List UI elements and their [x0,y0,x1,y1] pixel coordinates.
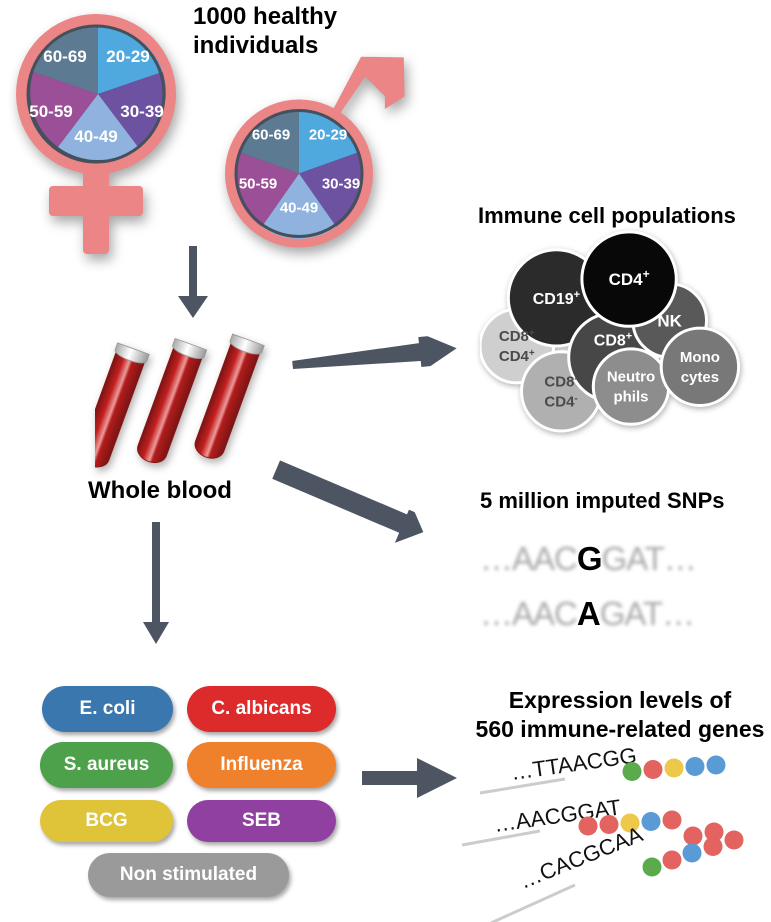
svg-text:60-69: 60-69 [252,127,290,144]
svg-text:30-39: 30-39 [322,176,360,193]
svg-text:phils: phils [613,389,648,406]
svg-text:…TTAACGG: …TTAACGG [509,745,638,785]
svg-text:cytes: cytes [681,369,719,386]
svg-text:40-49: 40-49 [280,200,318,217]
svg-text:20-29: 20-29 [309,127,347,144]
svg-text:CD4-: CD4- [544,393,577,411]
svg-text:CD8-: CD8- [544,373,577,391]
svg-text:Mono: Mono [680,349,720,366]
svg-text:NK: NK [657,312,682,331]
svg-text:Neutro: Neutro [607,369,655,386]
svg-text:CD19+: CD19+ [533,289,580,308]
svg-text:50-59: 50-59 [239,176,277,193]
